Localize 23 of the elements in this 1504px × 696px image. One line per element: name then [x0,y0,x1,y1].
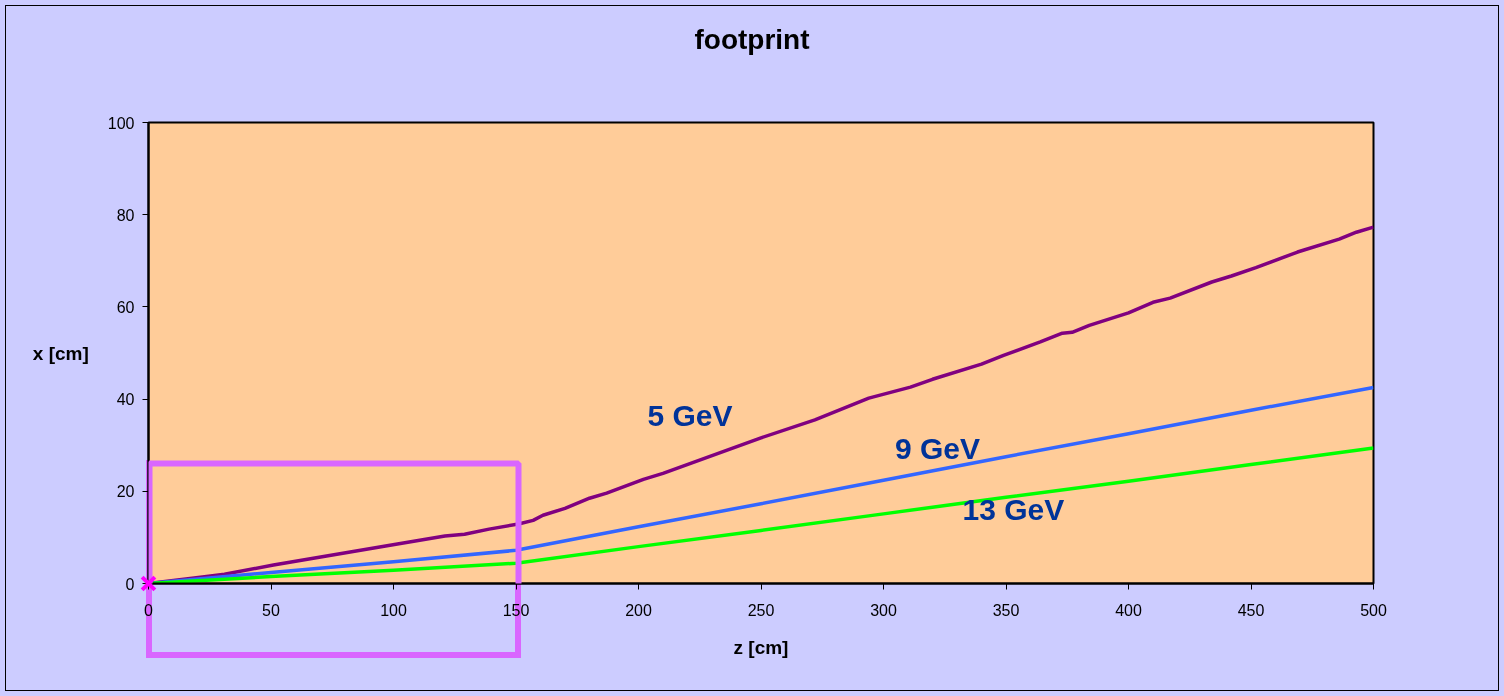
x-tick-label: 150 [502,601,530,619]
y-tick-label: 80 [116,206,135,224]
y-tick-label: 60 [116,298,135,316]
y-tick-label: 20 [116,483,135,501]
series-label: 13 GeV [962,492,1065,526]
x-tick-label: 100 [380,601,407,619]
x-axis-title: z [cm] [733,636,789,658]
x-tick-label: 50 [262,601,280,619]
y-tick-label: 0 [125,575,135,593]
y-tick-label: 40 [116,391,135,409]
x-tick-label: 400 [1115,601,1142,619]
x-tick-label: 200 [625,601,652,619]
y-axis-title: x [cm] [32,342,89,364]
chart-title: footprint [694,24,810,56]
series-label: 5 GeV [647,399,733,433]
series-label: 9 GeV [894,432,980,466]
y-tick-label: 100 [107,114,135,132]
x-tick-label: 500 [1360,601,1387,619]
x-tick-label: 0 [144,601,154,619]
x-tick-label: 300 [870,601,897,619]
x-tick-label: 450 [1237,601,1265,619]
x-tick-label: 250 [747,601,775,619]
x-tick-label: 350 [992,601,1020,619]
